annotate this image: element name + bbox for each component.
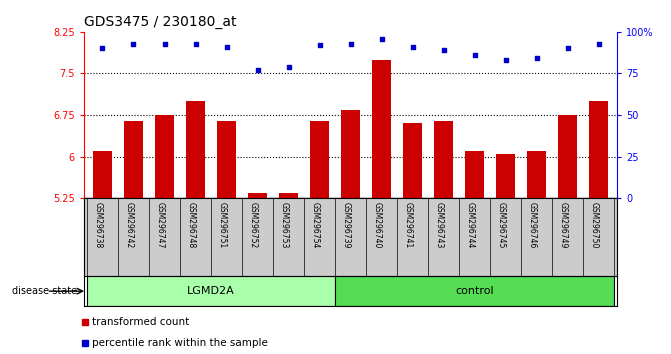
Text: percentile rank within the sample: percentile rank within the sample	[92, 338, 268, 348]
Text: GSM296741: GSM296741	[404, 202, 413, 249]
Point	[501, 57, 511, 63]
Text: GSM296747: GSM296747	[156, 202, 164, 249]
Point	[190, 41, 201, 46]
Text: control: control	[456, 286, 494, 296]
Bar	[335, 276, 614, 306]
Point	[469, 52, 480, 58]
Bar	[403, 124, 422, 198]
Text: GSM296753: GSM296753	[280, 202, 289, 249]
Text: disease state: disease state	[12, 286, 77, 296]
Bar	[497, 154, 515, 198]
Text: GSM296742: GSM296742	[125, 202, 134, 249]
Point	[562, 46, 573, 51]
Bar	[155, 115, 174, 198]
Point	[159, 41, 170, 46]
Bar	[217, 121, 236, 198]
Bar	[279, 193, 298, 198]
Text: GSM296744: GSM296744	[466, 202, 474, 249]
Text: GSM296739: GSM296739	[342, 202, 350, 249]
Bar	[248, 193, 267, 198]
Bar	[589, 101, 608, 198]
Bar	[342, 109, 360, 198]
Point	[283, 64, 294, 70]
Point	[221, 44, 232, 50]
Bar	[372, 59, 391, 198]
Bar	[558, 115, 577, 198]
Text: GSM296751: GSM296751	[217, 202, 227, 249]
Point	[252, 67, 263, 73]
Text: GSM296743: GSM296743	[435, 202, 444, 249]
Text: GSM296750: GSM296750	[590, 202, 599, 249]
Text: GSM296738: GSM296738	[93, 202, 103, 249]
Point	[314, 42, 325, 48]
Text: transformed count: transformed count	[92, 318, 189, 327]
Text: GSM296752: GSM296752	[248, 202, 258, 249]
Point	[531, 56, 542, 61]
Text: GSM296745: GSM296745	[497, 202, 506, 249]
Point	[345, 41, 356, 46]
Text: LGMD2A: LGMD2A	[187, 286, 235, 296]
Point	[593, 41, 604, 46]
Bar	[93, 151, 112, 198]
Point	[407, 44, 418, 50]
Bar	[466, 151, 484, 198]
Text: GSM296746: GSM296746	[527, 202, 537, 249]
Bar	[434, 121, 453, 198]
Text: GSM296749: GSM296749	[559, 202, 568, 249]
Point	[376, 36, 387, 41]
Text: GSM296740: GSM296740	[372, 202, 382, 249]
Text: GSM296748: GSM296748	[187, 202, 195, 249]
Bar	[87, 276, 335, 306]
Text: GDS3475 / 230180_at: GDS3475 / 230180_at	[84, 16, 236, 29]
Point	[128, 41, 139, 46]
Bar	[124, 121, 143, 198]
Bar	[310, 121, 329, 198]
Point	[438, 47, 449, 53]
Point	[97, 46, 108, 51]
Bar	[527, 151, 546, 198]
Bar	[187, 101, 205, 198]
Text: GSM296754: GSM296754	[311, 202, 319, 249]
